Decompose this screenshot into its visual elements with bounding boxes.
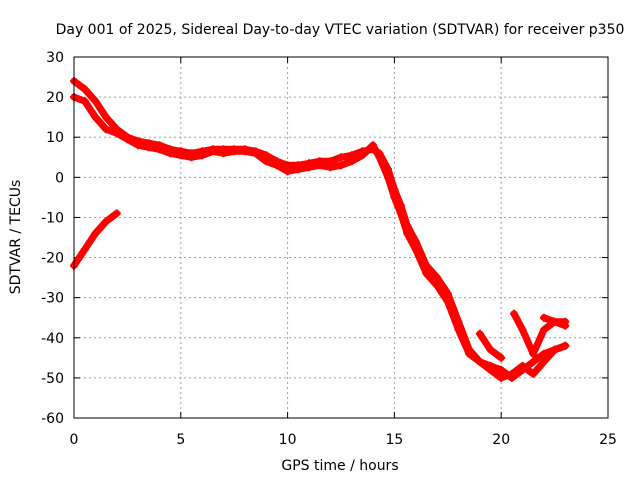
- x-tick-label: 25: [599, 432, 617, 448]
- data-point: [315, 161, 324, 170]
- data-point: [198, 151, 207, 160]
- data-point: [465, 349, 474, 358]
- data-point: [486, 345, 495, 354]
- data-point: [294, 165, 303, 174]
- series-track-b: [70, 93, 570, 382]
- data-point: [403, 229, 412, 238]
- data-point: [134, 141, 143, 150]
- data-point: [187, 153, 196, 162]
- data-point: [454, 325, 463, 334]
- data-point: [497, 365, 506, 374]
- data-point: [337, 161, 345, 170]
- data-point: [155, 145, 164, 154]
- data-point: [518, 361, 527, 370]
- data-point: [507, 369, 516, 378]
- data-point: [375, 153, 384, 162]
- y-tick-label: -30: [41, 291, 64, 307]
- data-point: [422, 269, 431, 278]
- data-point: [529, 357, 538, 366]
- x-tick-label: 5: [176, 432, 185, 448]
- data-point: [112, 209, 121, 218]
- y-tick-label: 0: [55, 170, 64, 186]
- x-tick-label: 0: [70, 432, 79, 448]
- data-point: [561, 317, 570, 326]
- chart-title: Day 001 of 2025, Sidereal Day-to-day VTE…: [56, 22, 625, 38]
- y-tick-label: 30: [46, 50, 64, 66]
- data-point: [272, 161, 281, 170]
- series-track-a: [70, 77, 570, 382]
- data-point: [91, 229, 100, 238]
- data-point: [529, 349, 538, 358]
- data-point: [539, 313, 548, 322]
- data-point: [80, 245, 89, 254]
- data-point: [383, 173, 392, 182]
- y-tick-label: -50: [41, 371, 64, 387]
- x-tick-label: 15: [385, 432, 403, 448]
- data-point: [497, 353, 506, 362]
- tick-labels: 0 5 10 15 20 25 -60 -50 -40 -30 -20 -10 0 10 20 30: [41, 50, 617, 448]
- y-tick-label: -60: [41, 411, 64, 427]
- data-point: [80, 97, 89, 106]
- series-track-f: [475, 329, 506, 362]
- data-point: [518, 325, 527, 334]
- data-point: [102, 125, 111, 134]
- data-point: [539, 325, 548, 334]
- data-point: [262, 157, 271, 166]
- series-line-track-a: [70, 77, 569, 382]
- data-point: [166, 149, 175, 158]
- data-point: [337, 153, 345, 162]
- y-tick-label: -20: [41, 251, 64, 267]
- data-point: [550, 345, 559, 354]
- data-point: [283, 167, 292, 176]
- data-point: [304, 163, 313, 172]
- data-point: [176, 151, 185, 160]
- data-point: [251, 149, 260, 158]
- data-point: [123, 135, 132, 144]
- y-axis-label: SDTVAR / TECUs: [8, 180, 24, 295]
- data-point: [443, 297, 452, 306]
- data-point: [529, 369, 538, 378]
- series-track-c: [70, 209, 121, 270]
- data-point: [208, 147, 217, 156]
- x-tick-label: 20: [492, 432, 510, 448]
- data-point: [561, 341, 570, 350]
- plot-frame: [73, 56, 609, 419]
- data-point: [550, 317, 559, 326]
- y-tick-label: 10: [46, 130, 64, 146]
- data-point: [326, 163, 335, 172]
- data-point: [390, 193, 399, 202]
- data-point: [369, 141, 378, 150]
- data-point: [80, 85, 89, 94]
- data-point: [396, 209, 405, 218]
- x-axis-label: GPS time / hours: [281, 458, 398, 474]
- data-point: [102, 113, 111, 122]
- data-point: [497, 373, 506, 382]
- data-point: [230, 147, 239, 156]
- data-point: [358, 151, 367, 160]
- data-point: [475, 329, 484, 338]
- data-point: [240, 147, 249, 156]
- data-point: [91, 113, 100, 122]
- data-point: [510, 309, 519, 318]
- data-point: [91, 97, 100, 106]
- data-point: [539, 357, 548, 366]
- data-point: [144, 143, 153, 152]
- series-track-e: [539, 313, 570, 326]
- data-point: [219, 149, 228, 158]
- data-point: [112, 129, 121, 138]
- data-point: [475, 357, 484, 366]
- data-point: [347, 157, 356, 166]
- data-series: [70, 77, 570, 382]
- x-tick-label: 10: [279, 432, 297, 448]
- data-point: [411, 245, 420, 254]
- data-point: [486, 365, 495, 374]
- y-tick-label: 20: [46, 90, 64, 106]
- data-point: [433, 281, 442, 290]
- series-line-track-b: [70, 93, 569, 382]
- data-point: [102, 217, 111, 226]
- y-tick-label: -40: [41, 331, 64, 347]
- y-tick-label: -10: [41, 210, 64, 226]
